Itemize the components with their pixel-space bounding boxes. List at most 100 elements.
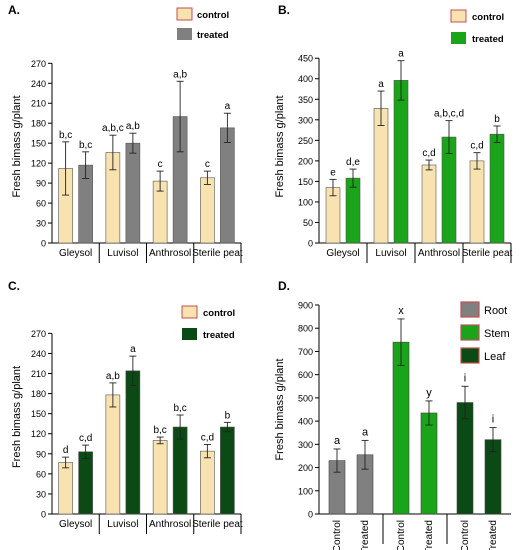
x-tick-label: Anthrosol bbox=[149, 248, 191, 259]
significance-label: d bbox=[63, 445, 69, 456]
y-tick-label: 150 bbox=[31, 409, 46, 419]
y-tick-label: 180 bbox=[31, 119, 46, 129]
bar bbox=[469, 160, 485, 244]
significance-label: a,b,c bbox=[102, 123, 124, 134]
y-tick-label: 240 bbox=[31, 79, 46, 89]
x-tick-label: Luvisol bbox=[107, 519, 138, 530]
panel-title: D. bbox=[278, 279, 290, 293]
significance-label: c bbox=[205, 159, 210, 170]
y-tick-label: 30 bbox=[36, 489, 46, 499]
significance-label: b bbox=[494, 114, 500, 125]
significance-label: i bbox=[464, 372, 466, 384]
y-tick-label: 0 bbox=[308, 239, 313, 249]
y-tick-label: 100 bbox=[298, 197, 313, 207]
significance-label: e bbox=[330, 167, 336, 178]
y-tick-label: 120 bbox=[31, 429, 46, 439]
significance-label: a bbox=[130, 344, 136, 355]
significance-label: a,b bbox=[126, 121, 140, 132]
significance-label: c,d bbox=[201, 432, 214, 443]
y-tick-label: 250 bbox=[298, 136, 313, 146]
x-tick-label: Sterile peat bbox=[192, 248, 243, 259]
significance-label: c,d bbox=[422, 148, 435, 159]
x-tick-label: Anthrosol bbox=[149, 519, 191, 530]
bar bbox=[105, 394, 121, 515]
bar bbox=[456, 402, 474, 515]
legend-label: Stem bbox=[484, 328, 510, 340]
panel-title: A. bbox=[8, 3, 20, 17]
bar bbox=[200, 450, 215, 515]
significance-label: a bbox=[225, 101, 231, 112]
legend-label: treated bbox=[197, 30, 229, 41]
panel-2: C. 0 30 60 90 120 150 180 210 240 270 Fresh bimass … bbox=[8, 279, 243, 534]
x-tick-label: Luvisol bbox=[107, 248, 138, 259]
significance-label: a,b bbox=[173, 69, 187, 80]
bar bbox=[220, 127, 235, 244]
bar bbox=[373, 108, 389, 244]
y-axis-label: Fresh bimass g/plant bbox=[11, 366, 23, 468]
x-tick-label: Sterile peat bbox=[192, 519, 243, 530]
y-tick-label: 800 bbox=[298, 324, 313, 334]
significance-label: x bbox=[398, 305, 404, 317]
significance-label: b,c bbox=[153, 425, 166, 436]
legend-label: Root bbox=[484, 305, 507, 317]
significance-label: b,c bbox=[59, 130, 72, 141]
significance-label: a bbox=[378, 79, 384, 90]
legend-swatch bbox=[182, 328, 197, 340]
y-tick-label: 210 bbox=[31, 99, 46, 109]
y-tick-label: 900 bbox=[298, 301, 313, 311]
legend-swatch bbox=[176, 7, 193, 21]
x-tick-label: Anthrosol bbox=[418, 248, 460, 259]
significance-label: a,b bbox=[106, 371, 120, 382]
x-tick-label: Gleysol bbox=[59, 519, 92, 530]
x-tick-label: Control bbox=[396, 520, 407, 550]
y-axis-label: Fresh bimass g/plant bbox=[274, 95, 286, 197]
y-tick-label: 90 bbox=[36, 449, 46, 459]
legend-label: treated bbox=[472, 34, 504, 45]
bar bbox=[489, 133, 505, 244]
panel-0: A. 0 30 60 90 120 150 180 210 240 270 Fresh bimass … bbox=[8, 3, 243, 263]
significance-label: a bbox=[334, 435, 341, 447]
x-tick-label: Treated bbox=[360, 520, 371, 550]
legend-swatch bbox=[460, 347, 480, 364]
bar bbox=[152, 440, 168, 515]
y-tick-label: 600 bbox=[298, 370, 313, 380]
x-tick-label: Control bbox=[332, 520, 343, 550]
bar bbox=[125, 142, 141, 244]
y-tick-label: 60 bbox=[36, 199, 46, 209]
y-tick-label: 30 bbox=[36, 219, 46, 229]
significance-label: a bbox=[362, 426, 369, 438]
x-tick-label: Control bbox=[460, 520, 471, 550]
y-tick-label: 100 bbox=[298, 486, 313, 496]
significance-label: b bbox=[225, 410, 231, 421]
panel-title: B. bbox=[278, 3, 290, 17]
y-tick-label: 60 bbox=[36, 469, 46, 479]
legend-label: control bbox=[472, 12, 504, 23]
y-tick-label: 400 bbox=[298, 74, 313, 84]
y-tick-label: 270 bbox=[31, 329, 46, 339]
y-tick-label: 350 bbox=[298, 95, 313, 105]
x-tick-label: Gleysol bbox=[59, 248, 92, 259]
bar bbox=[345, 177, 361, 244]
y-tick-label: 300 bbox=[298, 115, 313, 125]
y-tick-label: 240 bbox=[31, 349, 46, 359]
y-tick-label: 0 bbox=[41, 239, 46, 249]
legend-swatch bbox=[177, 28, 192, 40]
panel-title: C. bbox=[8, 279, 20, 293]
y-tick-label: 200 bbox=[298, 156, 313, 166]
significance-label: c,d bbox=[470, 141, 483, 152]
significance-label: a,b,c,d bbox=[434, 109, 464, 120]
bar bbox=[393, 80, 409, 244]
bar bbox=[420, 412, 438, 515]
bar bbox=[125, 370, 141, 515]
y-tick-label: 200 bbox=[298, 463, 313, 473]
bar bbox=[392, 341, 410, 515]
y-tick-label: 120 bbox=[31, 159, 46, 169]
y-tick-label: 700 bbox=[298, 347, 313, 357]
legend-label: treated bbox=[203, 330, 235, 341]
bar bbox=[220, 426, 235, 515]
y-tick-label: 0 bbox=[308, 510, 313, 520]
y-tick-label: 90 bbox=[36, 179, 46, 189]
significance-label: i bbox=[492, 414, 494, 426]
legend-label: control bbox=[203, 308, 235, 319]
